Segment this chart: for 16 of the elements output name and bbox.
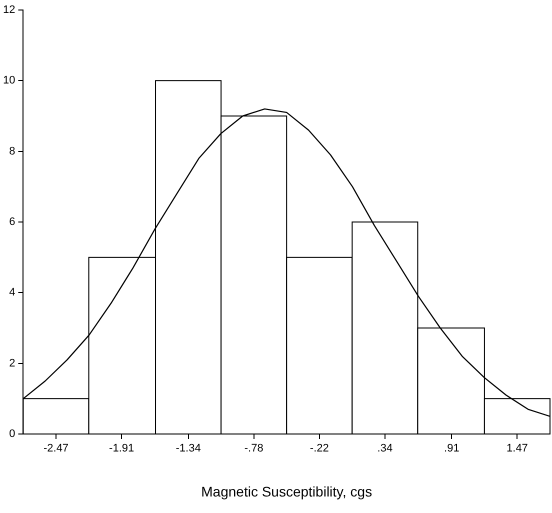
y-tick-label: 8 <box>9 145 16 158</box>
x-axis-title: Magnetic Susceptibility, cgs <box>201 483 372 500</box>
x-tick-label: 1.47 <box>506 442 528 455</box>
x-tick-label: .34 <box>377 442 393 455</box>
y-tick-label: 10 <box>2 74 16 87</box>
y-tick-label: 2 <box>9 357 16 370</box>
y-tick-label: 0 <box>9 428 16 440</box>
x-tick-label: -.78 <box>244 442 264 455</box>
y-tick-label: 6 <box>9 216 16 228</box>
x-tick-label: -1.91 <box>109 442 134 455</box>
x-tick-label: .91 <box>444 442 460 455</box>
x-tick-label: -2.47 <box>43 442 69 455</box>
x-tick-label: -.22 <box>310 442 329 455</box>
y-tick-label: 4 <box>9 286 16 299</box>
y-tick-label: 12 <box>2 4 16 16</box>
x-tick-label: -1.34 <box>176 442 201 455</box>
